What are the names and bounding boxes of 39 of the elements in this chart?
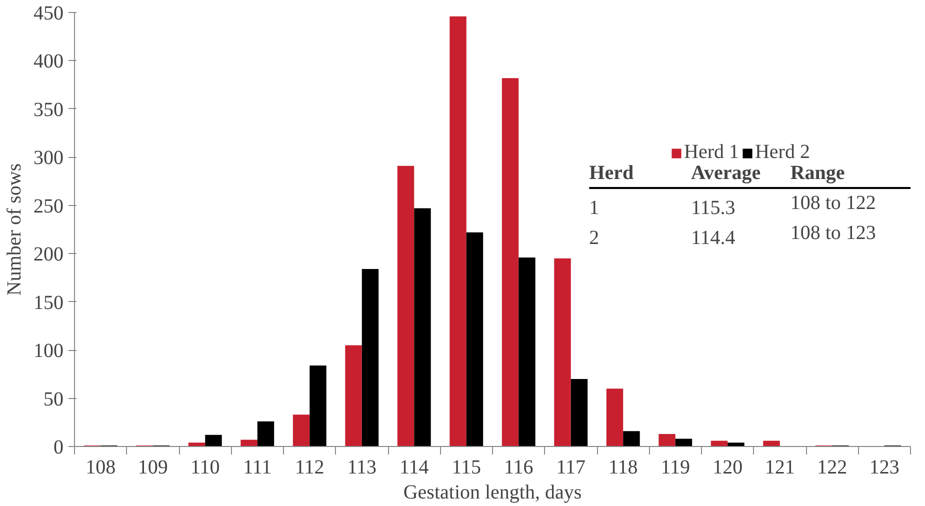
annotation: 108 to 122 (790, 192, 876, 214)
x-tick-label: 117 (556, 456, 586, 478)
y-tick-label: 0 (54, 436, 64, 458)
x-tick-label: 111 (243, 456, 272, 478)
annotation: 108 to 123 (790, 222, 876, 244)
annotation: Herd (589, 162, 634, 184)
x-tick-label: 112 (294, 456, 324, 478)
x-tick-label: 110 (190, 456, 220, 478)
x-axis-title: Gestation length, days (403, 482, 582, 504)
annotation: 115.3 (691, 197, 736, 220)
x-tick-label: 123 (869, 456, 900, 478)
y-tick-label: 350 (34, 98, 64, 121)
x-tick-label: 109 (138, 456, 168, 478)
x-tick-label: 122 (817, 456, 848, 478)
x-tick-label: 113 (347, 456, 377, 478)
y-tick-label: 50 (44, 388, 64, 410)
annotation: 2 (589, 226, 600, 249)
y-tick-label: 250 (34, 195, 64, 218)
annotation: Range (790, 162, 845, 184)
x-tick-label: 118 (608, 456, 638, 478)
x-tick-label: 115 (452, 456, 482, 478)
legend-label: Herd 2 (754, 141, 810, 164)
annotation: 114.4 (691, 226, 736, 249)
x-tick-label: 121 (764, 456, 795, 478)
y-tick-label: 100 (34, 340, 64, 362)
y-tick-label: 300 (34, 147, 64, 170)
legend-label: Herd 1 (684, 141, 739, 164)
y-axis-title: Number of sows (4, 163, 26, 296)
x-tick-label: 108 (86, 456, 116, 478)
annotation: 1 (589, 197, 600, 220)
x-tick-label: 114 (399, 456, 429, 478)
y-tick-label: 400 (34, 50, 64, 73)
y-tick-label: 450 (34, 2, 64, 24)
annotation: Average (691, 162, 761, 184)
x-tick-label: 116 (504, 456, 534, 478)
y-tick-label: 200 (34, 244, 64, 266)
y-tick-label: 150 (34, 292, 64, 314)
x-tick-label: 120 (712, 456, 743, 478)
x-tick-label: 119 (660, 456, 690, 478)
